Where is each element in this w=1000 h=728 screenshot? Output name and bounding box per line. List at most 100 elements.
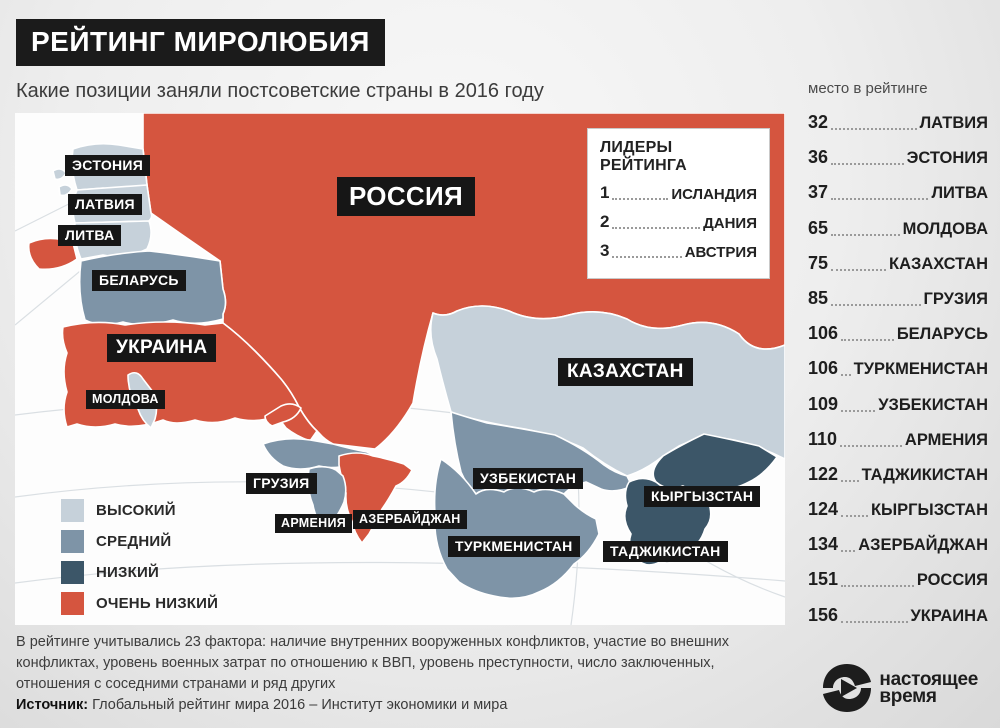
legend-label: ОЧЕНЬ НИЗКИЙ bbox=[96, 595, 219, 612]
legend-row-low: НИЗКИЙ bbox=[61, 561, 218, 584]
ranking-row: 106 ТУРКМЕНИСТАН bbox=[808, 358, 988, 379]
rating-leaders-box: ЛИДЕРЫ РЕЙТИНГА 1 ИСЛАНДИЯ 2 ДАНИЯ 3 АВС… bbox=[587, 128, 770, 279]
leaders-title: ЛИДЕРЫ РЕЙТИНГА bbox=[600, 139, 687, 174]
dot-leader bbox=[841, 339, 894, 342]
legend-swatch-very-low bbox=[61, 592, 84, 615]
rank-number: 75 bbox=[808, 252, 829, 273]
ranking-row: 110 АРМЕНИЯ bbox=[808, 429, 988, 450]
rank-number: 65 bbox=[808, 217, 829, 238]
rank-country: КАЗАХСТАН bbox=[889, 254, 988, 273]
map-label-estonia: ЭСТОНИЯ bbox=[65, 155, 151, 176]
rank-country: ТУРКМЕНИСТАН bbox=[853, 360, 988, 379]
dot-leader bbox=[841, 479, 859, 482]
leader-row: 1 ИСЛАНДИЯ bbox=[600, 183, 757, 203]
map-label-belarus: БЕЛАРУСЬ bbox=[92, 270, 186, 291]
methodology-footnote: В рейтинге учитывались 23 фактора: налич… bbox=[16, 634, 729, 693]
ranking-row: 156 УКРАИНА bbox=[808, 605, 988, 626]
map-label-armenia: АРМЕНИЯ bbox=[275, 514, 353, 533]
rank-country: УЗБЕКИСТАН bbox=[878, 395, 988, 414]
map-label-latvia: ЛАТВИЯ bbox=[68, 194, 142, 215]
dot-leader bbox=[841, 550, 856, 553]
country-armenia[interactable] bbox=[307, 465, 347, 529]
legend-label: СРЕДНИЙ bbox=[96, 533, 172, 550]
map-label-turkmenistan: ТУРКМЕНИСТАН bbox=[448, 536, 580, 557]
ranking-row: 124 КЫРГЫЗСТАН bbox=[808, 499, 988, 520]
leader-rank: 3 bbox=[600, 241, 610, 260]
logo-line1: настоящее bbox=[879, 668, 978, 690]
map-label-georgia: ГРУЗИЯ bbox=[246, 473, 317, 494]
ranking-row: 122 ТАДЖИКИСТАН bbox=[808, 464, 988, 485]
dot-leader bbox=[840, 444, 902, 447]
dot-leader bbox=[612, 227, 701, 229]
source-line: Источник: Глобальный рейтинг мира 2016 –… bbox=[16, 697, 507, 713]
dot-leader bbox=[831, 303, 921, 306]
leader-row: 2 ДАНИЯ bbox=[600, 212, 757, 232]
ranking-row: 36 ЭСТОНИЯ bbox=[808, 147, 988, 168]
rank-country: ТАДЖИКИСТАН bbox=[861, 465, 988, 484]
rank-number: 109 bbox=[808, 393, 839, 414]
legend-swatch-medium bbox=[61, 530, 84, 553]
map-label-ukraine: УКРАИНА bbox=[107, 334, 217, 362]
dot-leader bbox=[831, 233, 900, 236]
map-label-lithuania: ЛИТВА bbox=[58, 225, 122, 246]
legend-row-high: ВЫСОКИЙ bbox=[61, 499, 218, 522]
ranking-row: 32 ЛАТВИЯ bbox=[808, 112, 988, 133]
ranking-row: 75 КАЗАХСТАН bbox=[808, 253, 988, 274]
legend-label: НИЗКИЙ bbox=[96, 564, 159, 581]
rank-country: БЕЛАРУСЬ bbox=[896, 325, 988, 344]
ranking-row: 37 ЛИТВА bbox=[808, 182, 988, 203]
dot-leader bbox=[612, 256, 682, 258]
play-circle-icon bbox=[823, 664, 872, 712]
ranking-row: 134 АЗЕРБАЙДЖАН bbox=[808, 534, 988, 555]
map-legend: ВЫСОКИЙ СРЕДНИЙ НИЗКИЙ ОЧЕНЬ НИЗКИЙ bbox=[61, 499, 218, 623]
leader-country: ДАНИЯ bbox=[703, 215, 757, 232]
ranking-row: 85 ГРУЗИЯ bbox=[808, 288, 988, 309]
page-title: РЕЙТИНГ МИРОЛЮБИЯ bbox=[16, 19, 385, 66]
choropleth-map: ЭСТОНИЯ ЛАТВИЯ ЛИТВА БЕЛАРУСЬ УКРАИНА МО… bbox=[15, 113, 785, 625]
map-label-russia: РОССИЯ bbox=[337, 177, 475, 216]
rank-country: ЛИТВА bbox=[931, 184, 988, 203]
dot-leader bbox=[831, 198, 929, 201]
rank-country: ЛАТВИЯ bbox=[919, 114, 988, 132]
region-crimea bbox=[264, 403, 302, 427]
ranking-row: 109 УЗБЕКИСТАН bbox=[808, 394, 988, 415]
rank-number: 122 bbox=[808, 463, 839, 484]
rank-number: 32 bbox=[808, 112, 829, 132]
rank-country: МОЛДОВА bbox=[902, 219, 988, 238]
rank-number: 156 bbox=[808, 604, 839, 625]
page-subtitle: Какие позиции заняли постсоветские стран… bbox=[16, 80, 544, 102]
dot-leader bbox=[831, 268, 886, 271]
rank-country: УКРАИНА bbox=[910, 606, 989, 625]
map-label-tajikistan: ТАДЖИКИСТАН bbox=[603, 541, 728, 562]
ranking-row: 65 МОЛДОВА bbox=[808, 218, 988, 239]
source-text: Глобальный рейтинг мира 2016 – Институт … bbox=[92, 697, 508, 713]
country-turkmenistan[interactable] bbox=[433, 458, 600, 600]
rank-number: 134 bbox=[808, 534, 839, 555]
rank-number: 151 bbox=[808, 569, 839, 590]
rank-number: 37 bbox=[808, 182, 829, 203]
legend-row-very-low: ОЧЕНЬ НИЗКИЙ bbox=[61, 592, 218, 615]
current-time-tv-logo: настоящее время bbox=[821, 662, 978, 714]
legend-swatch-high bbox=[61, 499, 84, 522]
rank-number: 124 bbox=[808, 499, 839, 520]
leader-country: АВСТРИЯ bbox=[684, 244, 757, 261]
rank-country: ЭСТОНИЯ bbox=[906, 149, 988, 168]
map-label-moldova: МОЛДОВА bbox=[86, 390, 165, 409]
region-kaliningrad[interactable] bbox=[27, 237, 78, 271]
map-label-kyrgyzstan: КЫРГЫЗСТАН bbox=[644, 486, 761, 507]
rank-number: 85 bbox=[808, 287, 829, 308]
dot-leader bbox=[831, 128, 917, 130]
estonia-island bbox=[58, 184, 73, 197]
legend-row-medium: СРЕДНИЙ bbox=[61, 530, 218, 553]
rank-country: РОССИЯ bbox=[916, 571, 988, 590]
ranking-heading: место в рейтинге bbox=[808, 80, 928, 97]
rank-number: 110 bbox=[808, 428, 838, 449]
rank-country: АРМЕНИЯ bbox=[904, 430, 988, 449]
dot-leader bbox=[841, 374, 851, 377]
dot-leader bbox=[841, 585, 914, 588]
ranking-row: 106 БЕЛАРУСЬ bbox=[808, 323, 988, 344]
ranking-list: место в рейтинге 32 ЛАТВИЯ 36 ЭСТОНИЯ 37… bbox=[808, 80, 988, 640]
map-label-azerbaijan: АЗЕРБАЙДЖАН bbox=[353, 510, 467, 529]
leader-rank: 2 bbox=[600, 212, 610, 231]
leader-country: ИСЛАНДИЯ bbox=[671, 186, 757, 203]
